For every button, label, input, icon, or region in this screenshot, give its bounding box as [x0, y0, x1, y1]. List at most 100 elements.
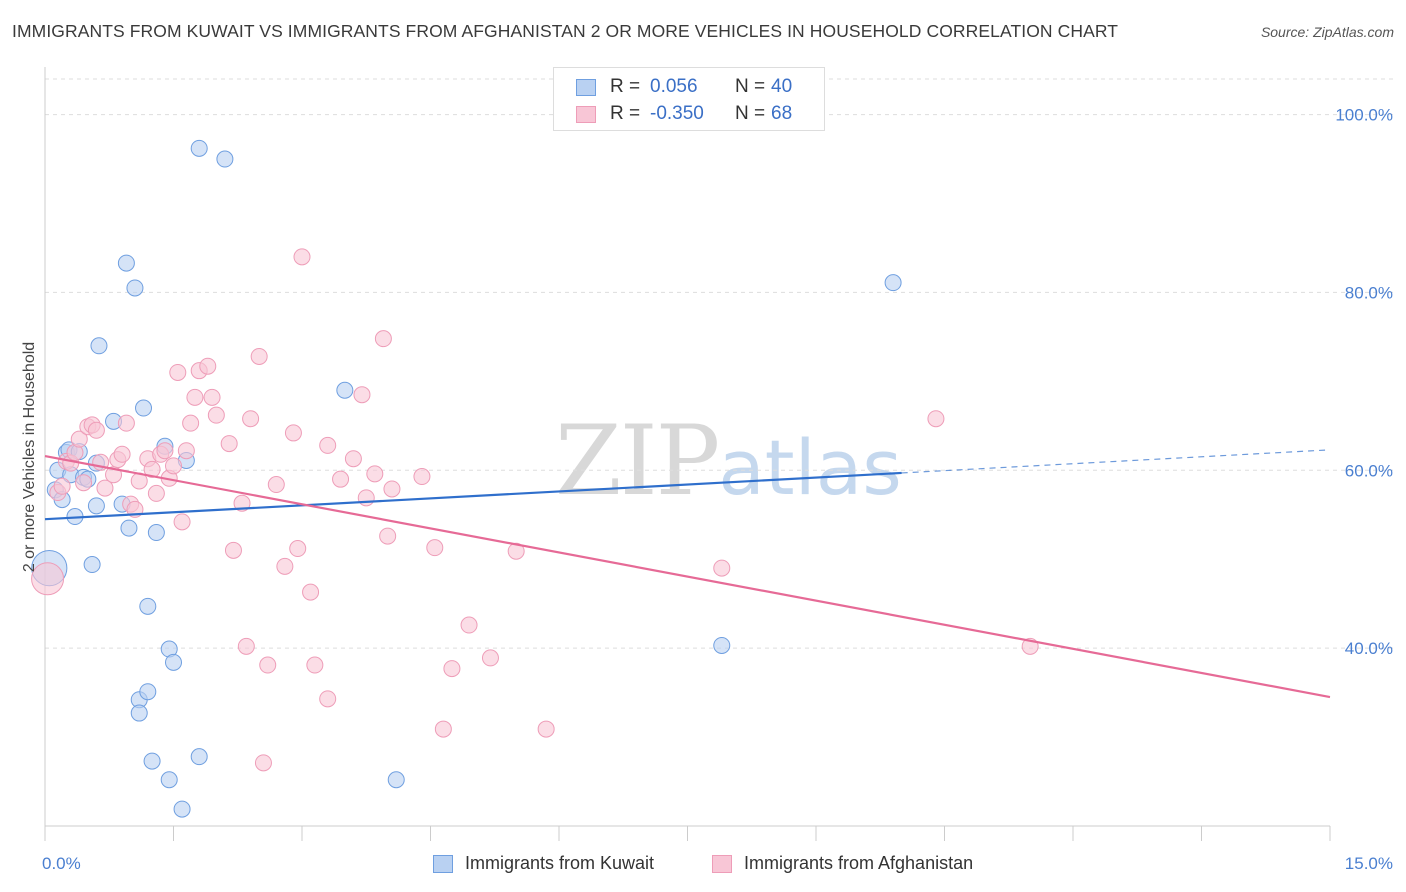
point-afghanistan: [366, 465, 384, 483]
legend-item-kuwait: Immigrants from Kuwait: [433, 853, 654, 874]
x-tick-label-min: 0.0%: [42, 854, 81, 873]
legend-n-value: 40: [771, 76, 793, 97]
legend-r-label: R =: [610, 103, 641, 124]
point-afghanistan: [443, 660, 461, 678]
point-afghanistan: [173, 513, 191, 531]
trend-line-kuwait: [44, 471, 902, 521]
point-kuwait: [90, 337, 108, 355]
x-tick-label-max: 15.0%: [1345, 854, 1393, 873]
y-tick-label: 60.0%: [1345, 461, 1393, 480]
point-afghanistan: [117, 414, 135, 432]
point-kuwait: [884, 274, 902, 292]
point-kuwait: [160, 771, 178, 789]
point-afghanistan: [182, 414, 200, 432]
legend-swatch-kuwait: [576, 78, 596, 96]
point-afghanistan: [259, 656, 277, 674]
legend-swatch-afghanistan: [576, 105, 596, 123]
legend-swatch-afghanistan: [712, 854, 732, 873]
point-afghanistan: [267, 476, 285, 494]
source-label: Source: ZipAtlas.com: [1260, 24, 1394, 40]
point-afghanistan: [426, 539, 444, 557]
legend-n-label: N =: [735, 76, 766, 97]
point-afghanistan: [481, 649, 499, 667]
point-afghanistan: [413, 468, 431, 486]
point-afghanistan: [207, 406, 225, 424]
series-legend: Immigrants from Kuwait Immigrants from A…: [0, 853, 1406, 877]
point-afghanistan: [75, 474, 93, 492]
y-tick-label: 100.0%: [1335, 106, 1393, 125]
point-afghanistan: [233, 494, 251, 512]
point-afghanistan: [177, 442, 195, 460]
point-afghanistan: [434, 720, 452, 738]
point-kuwait: [139, 597, 157, 615]
watermark-zip: ZIP: [555, 405, 720, 517]
point-afghanistan: [143, 460, 161, 478]
point-afghanistan: [165, 457, 182, 475]
point-afghanistan: [383, 480, 401, 498]
point-afghanistan: [319, 690, 337, 708]
point-kuwait: [165, 653, 182, 671]
legend-n-value: 68: [771, 103, 793, 124]
point-kuwait: [126, 279, 144, 297]
point-kuwait: [173, 800, 191, 818]
tick-labels: 40.0% 60.0% 80.0% 100.0% 0.0% 15.0%: [42, 106, 1393, 873]
point-afghanistan: [203, 388, 221, 406]
point-kuwait: [83, 556, 101, 574]
point-afghanistan: [53, 477, 71, 495]
axes: [44, 67, 1331, 841]
point-kuwait: [130, 704, 148, 722]
point-afghanistan: [537, 720, 555, 738]
point-afghanistan: [169, 363, 187, 381]
legend-row-afghanistan: R = -0.350 N = 68: [576, 102, 792, 126]
y-tick-label: 80.0%: [1345, 283, 1393, 302]
point-afghanistan: [87, 421, 105, 439]
point-afghanistan: [96, 479, 114, 497]
point-afghanistan: [332, 470, 350, 488]
point-afghanistan: [250, 347, 268, 365]
point-afghanistan: [186, 388, 204, 406]
point-afghanistan: [379, 527, 397, 545]
point-afghanistan: [357, 489, 375, 507]
point-afghanistan: [284, 424, 302, 442]
point-kuwait: [117, 254, 135, 272]
point-afghanistan: [199, 357, 217, 375]
point-afghanistan: [113, 445, 131, 463]
point-afghanistan: [156, 442, 174, 460]
point-afghanistan: [147, 484, 165, 502]
trend-lines: [44, 449, 1331, 699]
point-afghanistan: [220, 435, 238, 453]
legend-swatch-kuwait: [433, 854, 453, 873]
point-kuwait: [143, 752, 161, 770]
point-kuwait: [387, 771, 405, 789]
trend-line-afghanistan: [44, 454, 1331, 699]
point-kuwait: [190, 748, 208, 766]
y-axis-label: 2 or more Vehicles in Household: [21, 342, 38, 572]
legend-label-afghanistan: Immigrants from Afghanistan: [744, 853, 974, 873]
point-afghanistan: [31, 562, 65, 596]
point-afghanistan: [353, 386, 371, 404]
legend-row-kuwait: R = 0.056 N = 40: [576, 75, 792, 99]
legend-r-label: R =: [610, 76, 641, 97]
point-afghanistan: [306, 656, 324, 674]
point-kuwait: [336, 381, 354, 399]
legend-r-value: -0.350: [650, 103, 704, 124]
point-kuwait: [135, 399, 153, 417]
point-afghanistan: [302, 583, 320, 601]
points-layer: [31, 139, 1039, 818]
point-afghanistan: [237, 637, 255, 655]
correlation-legend: R = 0.056 N = 40 R = -0.350 N = 68: [553, 67, 825, 131]
point-afghanistan: [254, 754, 272, 772]
point-kuwait: [139, 683, 157, 701]
y-tick-label: 40.0%: [1345, 639, 1393, 658]
point-afghanistan: [319, 436, 337, 454]
point-afghanistan: [70, 430, 88, 448]
point-kuwait: [147, 524, 165, 542]
point-afghanistan: [460, 616, 478, 634]
point-afghanistan: [289, 540, 307, 558]
point-kuwait: [87, 497, 105, 515]
point-afghanistan: [927, 410, 945, 428]
point-afghanistan: [713, 559, 731, 577]
point-kuwait: [190, 139, 208, 157]
legend-label-kuwait: Immigrants from Kuwait: [465, 853, 655, 873]
